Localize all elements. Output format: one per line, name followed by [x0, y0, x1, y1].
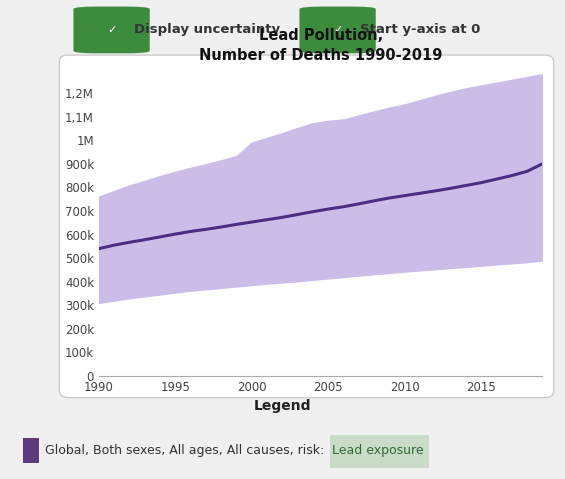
Bar [330, 435, 429, 468]
FancyBboxPatch shape [299, 7, 376, 53]
Text: Legend: Legend [254, 399, 311, 413]
Bar [23, 438, 39, 463]
Text: Display uncertainty: Display uncertainty [134, 23, 281, 36]
Title: Lead Pollution,
Number of Deaths 1990-2019: Lead Pollution, Number of Deaths 1990-20… [199, 28, 442, 63]
Text: ✓: ✓ [107, 25, 116, 35]
Text: Global, Both sexes, All ages, All causes, risk:: Global, Both sexes, All ages, All causes… [45, 444, 328, 457]
Text: Start y-axis at 0: Start y-axis at 0 [360, 23, 481, 36]
Text: ✓: ✓ [333, 25, 342, 35]
FancyBboxPatch shape [73, 7, 150, 53]
Text: Lead exposure: Lead exposure [332, 444, 424, 457]
